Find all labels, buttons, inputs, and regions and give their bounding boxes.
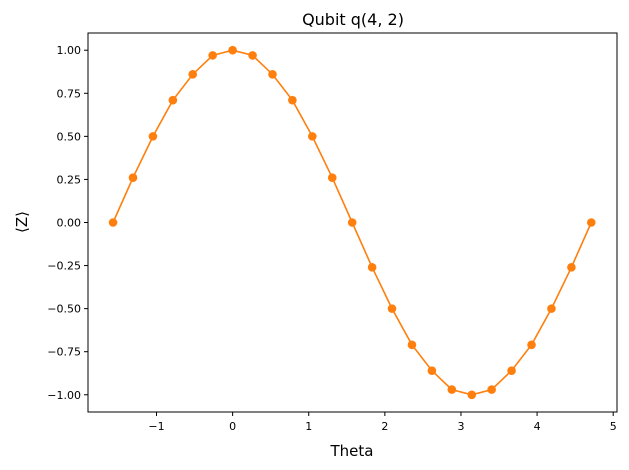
- data-point: [507, 366, 516, 375]
- data-point: [367, 262, 377, 272]
- data-point: [228, 45, 237, 55]
- series-layer: [108, 45, 596, 400]
- data-point: [387, 304, 397, 313]
- y-tick-label: −1.00: [47, 389, 81, 402]
- data-point: [188, 70, 198, 79]
- y-tick-label: −0.25: [47, 260, 81, 273]
- y-tick-label: −0.75: [47, 346, 81, 359]
- data-point: [467, 390, 477, 400]
- data-point: [447, 385, 457, 394]
- x-axis-label: Theta: [330, 442, 374, 460]
- x-tick-label: 0: [229, 420, 236, 433]
- data-point: [407, 340, 417, 350]
- x-tick-label: 1: [305, 420, 312, 433]
- y-tick-label: 0.50: [57, 130, 82, 143]
- y-axis-label: ⟨Z⟩: [13, 211, 31, 233]
- x-tick-label: 2: [381, 420, 388, 433]
- data-point: [208, 51, 217, 60]
- y-tick-label: 0.75: [57, 87, 82, 100]
- data-point: [108, 218, 118, 227]
- data-point: [327, 173, 337, 183]
- data-point: [347, 218, 357, 227]
- y-tick-label: 0.00: [57, 217, 82, 230]
- y-tick-label: −0.50: [47, 303, 81, 316]
- data-point: [148, 132, 158, 141]
- x-tick-label: 4: [534, 420, 541, 433]
- y-tick-label: 1.00: [57, 44, 82, 57]
- data-point: [547, 304, 556, 313]
- data-point: [586, 218, 596, 227]
- x-tick-label: 5: [610, 420, 617, 433]
- data-point: [487, 385, 496, 394]
- plot-frame: [87, 32, 618, 413]
- x-tick-label: 3: [457, 420, 464, 433]
- data-point: [268, 70, 277, 79]
- data-point: [567, 262, 576, 272]
- y-tick-label: 0.25: [57, 173, 82, 186]
- chart-title: Qubit q(4, 2): [302, 10, 404, 29]
- data-point: [128, 173, 138, 183]
- data-point: [168, 95, 178, 105]
- x-tick-label: −1: [148, 420, 164, 433]
- data-point: [308, 132, 317, 141]
- data-point: [427, 366, 437, 375]
- data-point: [288, 95, 297, 105]
- ticks: −1 0 1 2 3 4 5 1.00 0.75 0.50 0.25 0.00 −0.25 −0.50 −0…: [47, 44, 616, 433]
- data-point: [248, 51, 257, 60]
- data-point: [527, 340, 536, 350]
